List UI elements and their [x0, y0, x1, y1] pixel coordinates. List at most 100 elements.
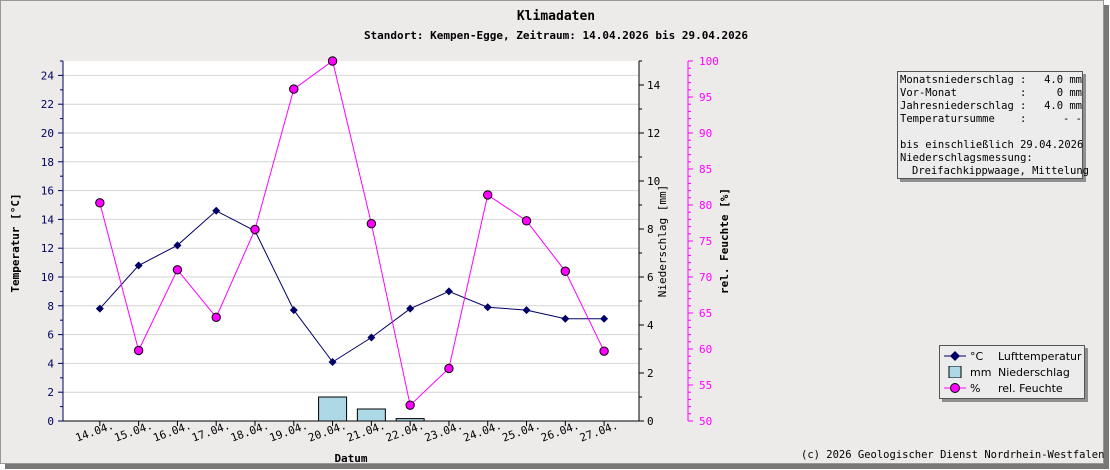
humidity-tick-label: 55 [699, 379, 712, 392]
x-tick-label: 27.04. [578, 419, 620, 445]
humidity-tick-label: 75 [699, 235, 712, 248]
plot-background [63, 61, 639, 421]
x-tick-label: 17.04. [190, 419, 232, 445]
info-row-label: Jahresniederschlag [900, 100, 1014, 112]
info-row-colon: : [1020, 113, 1027, 125]
legend-label: Niederschlag [998, 366, 1070, 379]
humidity-point [327, 56, 338, 66]
temperature-axis-title: Temperatur [°C] [9, 193, 22, 292]
temperature-tick-label: 6 [47, 329, 54, 342]
humidity-tick-label: 70 [699, 271, 712, 284]
info-row-colon: : [1020, 87, 1027, 99]
temperature-tick-label: 4 [47, 357, 54, 370]
temperature-point [406, 304, 415, 313]
bar-icon [948, 366, 962, 378]
humidity-point [366, 219, 377, 229]
humidity-point [95, 198, 105, 208]
diamond-icon [944, 351, 966, 361]
legend-unit: % [970, 382, 981, 395]
legend-label: rel. Feuchte [998, 382, 1063, 395]
legend-item-precipitation: mm Niederschlag [940, 365, 1084, 381]
precipitation-bar [318, 396, 348, 422]
legend: °C Lufttemperatur mm Niederschlag % rel.… [939, 345, 1085, 399]
humidity-tick-label: 85 [699, 163, 712, 176]
humidity-point [133, 345, 144, 356]
x-tick-label: 24.04. [462, 419, 504, 445]
humidity-point [211, 312, 221, 323]
info-row: Monatsniederschlag: 4.0 mm [900, 74, 1082, 87]
temperature-point [134, 261, 143, 270]
precipitation-tick-label: 12 [647, 127, 660, 140]
temperature-tick-label: 0 [47, 415, 54, 428]
info-row: Jahresniederschlag: 4.0 mm [900, 100, 1082, 113]
humidity-point [444, 363, 454, 374]
legend-item-humidity: % rel. Feuchte [940, 381, 1084, 397]
x-tick-label: 23.04. [423, 419, 465, 445]
x-tick-label: 20.04. [306, 419, 348, 445]
chart-subtitle: Standort: Kempen-Egge, Zeitraum: 14.04.2… [364, 29, 748, 42]
info-row-label: Vor-Monat [900, 87, 957, 99]
humidity-tick-label: 65 [699, 307, 712, 320]
precipitation-tick-label: 2 [647, 367, 654, 380]
circle-icon [944, 383, 966, 393]
x-tick-label: 16.04. [151, 419, 193, 445]
humidity-tick-label: 50 [699, 415, 712, 428]
x-tick-label: 14.04. [74, 419, 116, 445]
humidity-tick-label: 100 [699, 55, 719, 68]
legend-unit: °C [970, 350, 984, 363]
humidity-tick-label: 80 [699, 199, 712, 212]
info-panel: Monatsniederschlag:4.0 mm Vor-Monat:0 mm J… [897, 71, 1089, 179]
legend-item-temperature: °C Lufttemperatur [940, 349, 1084, 365]
humidity-point [483, 190, 493, 200]
info-until: bis einschließlich 29.04.2026 [900, 139, 1084, 151]
x-tick-label: 22.04. [384, 419, 426, 445]
x-axis-title: Datum [334, 452, 367, 463]
x-tick-label: 25.04. [500, 419, 542, 445]
precipitation-axis-title: Niederschlag [mm] [656, 185, 669, 298]
info-row-colon: : [1020, 100, 1027, 112]
humidity-point [289, 84, 299, 94]
x-tick-label: 15.04. [113, 419, 155, 445]
info-row: Temperatursumme: - - [900, 113, 1082, 126]
info-row-value: 4.0 mm [1044, 74, 1082, 86]
info-row-value: 0 mm [1056, 87, 1082, 99]
humidity-tick-label: 60 [699, 343, 712, 356]
precipitation-tick-label: 4 [647, 319, 654, 332]
humidity-point [599, 346, 609, 356]
precipitation-tick-label: 8 [647, 223, 654, 236]
temperature-tick-label: 20 [41, 127, 54, 140]
x-tick-label: 18.04. [229, 419, 271, 445]
chart-title: Klimadaten [517, 9, 595, 24]
temperature-tick-label: 22 [41, 98, 54, 111]
legend-unit: mm [970, 366, 992, 379]
copyright-note: (c) 2026 Geologischer Dienst Nordrhein-W… [801, 449, 1105, 461]
temperature-point [173, 241, 182, 250]
info-row-label: Monatsniederschlag [900, 74, 1014, 86]
temperature-tick-label: 14 [41, 213, 55, 226]
temperature-point [483, 303, 492, 312]
temperature-point [212, 206, 221, 215]
info-rows: Monatsniederschlag:4.0 mm Vor-Monat:0 mm J… [900, 74, 1082, 126]
temperature-tick-label: 16 [41, 185, 54, 198]
temperature-tick-label: 8 [47, 300, 54, 313]
info-row-colon: : [1020, 74, 1027, 86]
temperature-point [289, 306, 298, 315]
x-tick-label: 26.04. [539, 419, 581, 445]
x-tick-label: 19.04. [268, 419, 310, 445]
precipitation-tick-label: 0 [647, 415, 654, 428]
humidity-series-line [99, 60, 605, 407]
humidity-point [560, 266, 571, 276]
temperature-point [95, 304, 104, 313]
humidity-point [405, 400, 415, 410]
info-measure-label: Niederschlagsmessung: [900, 152, 1033, 164]
temperature-point [367, 333, 376, 342]
temperature-point [328, 357, 337, 366]
temperature-point [444, 287, 453, 296]
humidity-tick-label: 90 [699, 127, 712, 140]
humidity-point [521, 216, 532, 226]
temperature-point [561, 314, 570, 323]
humidity-tick-label: 95 [699, 91, 712, 104]
info-row: Vor-Monat: 0 mm [900, 87, 1082, 100]
